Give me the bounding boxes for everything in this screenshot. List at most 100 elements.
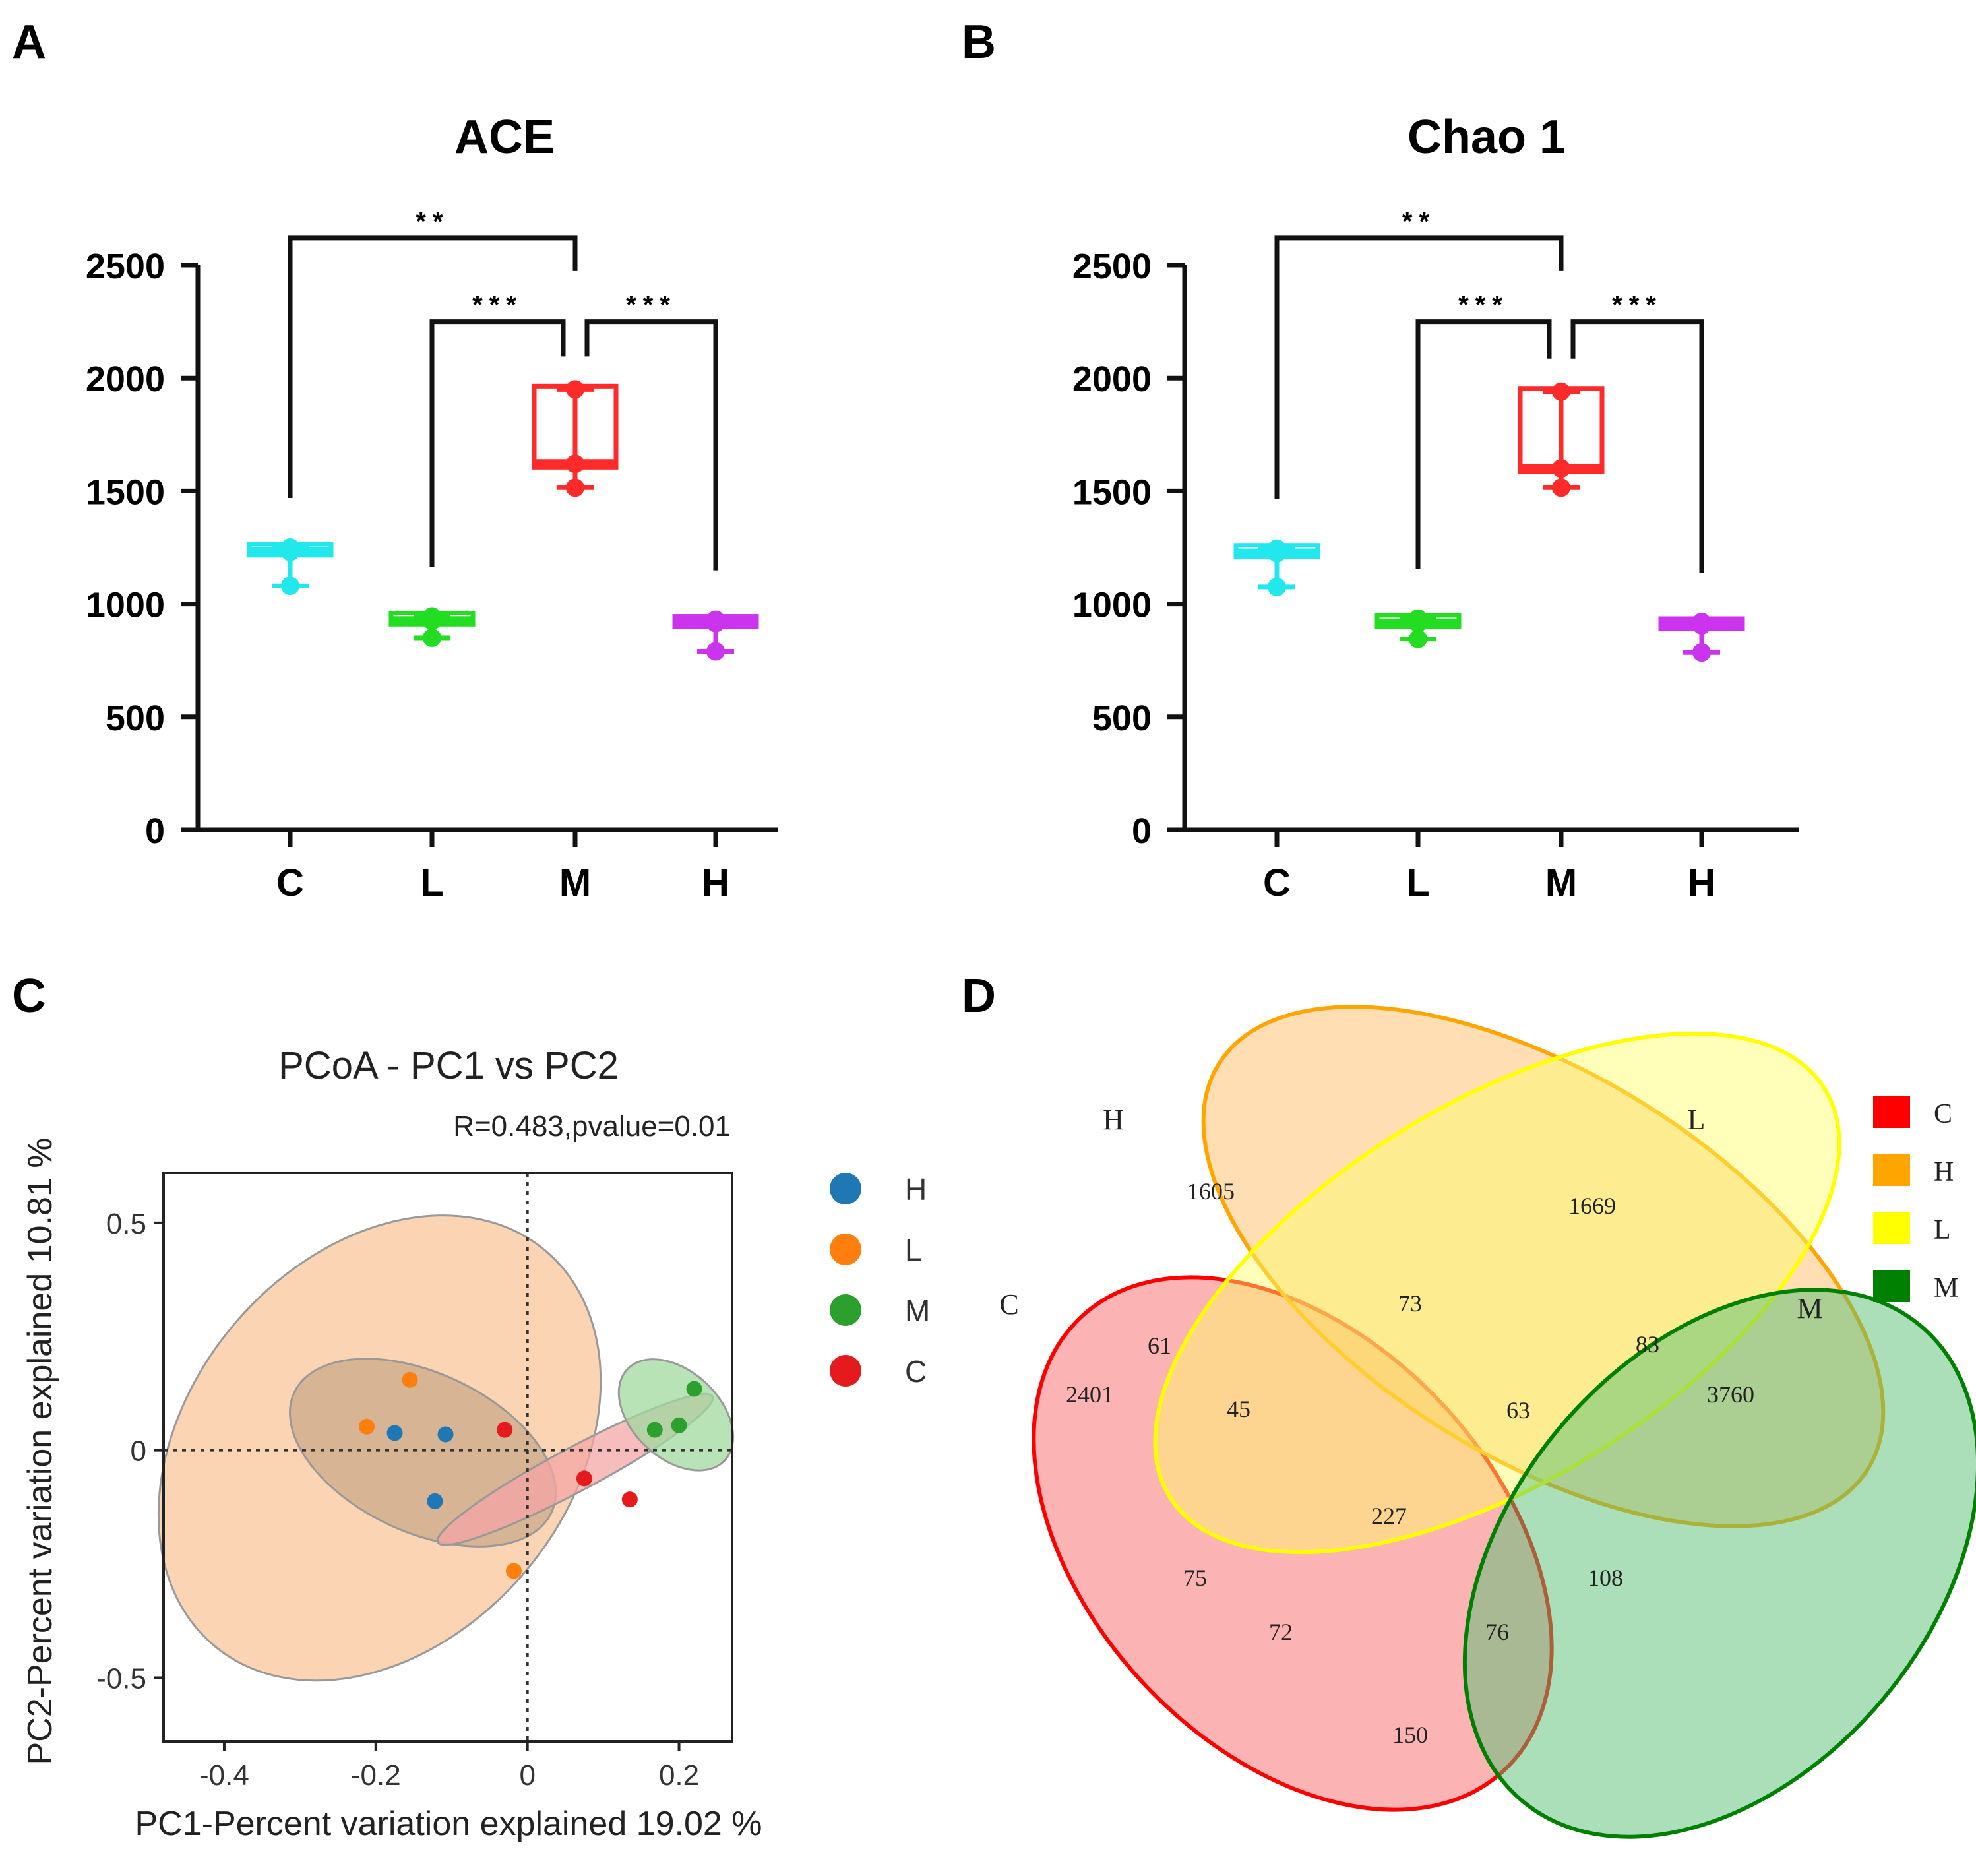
y-axis-label: PC2-Percent variation explained 10.81 % (21, 1137, 59, 1765)
significance-stars: *** (626, 291, 677, 320)
box-data-point (706, 610, 725, 629)
box-group-H (672, 610, 759, 661)
scatter-point-C (621, 1491, 638, 1508)
plot-frame (162, 1172, 733, 1743)
box-data-point (1409, 629, 1427, 648)
box-data-point (566, 380, 584, 399)
box-data-point (1268, 539, 1286, 558)
venn-region-count: 108 (1588, 1565, 1623, 1591)
scatter-point-C (576, 1470, 592, 1487)
panel-label-a: A (12, 16, 46, 69)
legend-swatch-H (1873, 1154, 1910, 1186)
box-data-point (281, 538, 299, 557)
venn-region-count: 150 (1392, 1722, 1428, 1748)
box-data-point (1552, 478, 1570, 497)
panel-label-b: B (962, 16, 996, 69)
box-data-point (1552, 459, 1570, 478)
significance-stars: ** (1402, 207, 1436, 236)
y-tick-label: 0 (1132, 811, 1152, 851)
legend-swatch-L (1873, 1212, 1910, 1244)
y-tick-label: 1500 (86, 472, 165, 512)
legend-label: L (905, 1233, 922, 1267)
y-tick-label: 0.5 (106, 1208, 146, 1240)
x-tick-label: H (1688, 861, 1715, 904)
x-tick-label: H (702, 861, 729, 904)
box-group-L (388, 607, 476, 647)
scatter-point-C (497, 1422, 513, 1438)
x-tick-label: L (420, 861, 443, 904)
chart-title: PCoA - PC1 vs PC2 (278, 1044, 619, 1087)
scatter-point-M (686, 1381, 702, 1397)
y-tick-label: 2000 (86, 360, 165, 399)
x-tick-label: M (559, 861, 591, 904)
scatter-point-H (427, 1493, 443, 1509)
venn-region-count: 1605 (1187, 1178, 1235, 1204)
x-axis-label: PC1-Percent variation explained 19.02 % (135, 1805, 762, 1843)
legend-label: M (905, 1294, 930, 1328)
scatter-point-L (359, 1418, 375, 1435)
significance-stars: *** (1612, 291, 1663, 320)
panel-label-d: D (962, 970, 996, 1022)
x-tick-label: 0.2 (659, 1759, 699, 1792)
legend-label: M (1934, 1273, 1958, 1303)
venn-region-count: 1669 (1568, 1193, 1616, 1219)
significance-bracket (288, 235, 578, 498)
venn-region-count: 63 (1506, 1397, 1530, 1423)
y-tick-label: 1500 (1072, 472, 1152, 512)
significance-bracket (584, 319, 718, 571)
venn-region-count: 45 (1227, 1396, 1250, 1422)
legend-marker-M (830, 1294, 861, 1326)
venn-region-count: 75 (1183, 1565, 1207, 1591)
venn-set-label: H (1103, 1104, 1124, 1136)
venn-region-count: 3760 (1707, 1381, 1754, 1408)
significance-stars: *** (1458, 291, 1509, 320)
venn-region-count: 227 (1371, 1503, 1407, 1529)
venn-region-count: 72 (1269, 1619, 1293, 1645)
box-group-H (1658, 612, 1745, 662)
box-data-point (706, 642, 725, 661)
venn-set-M (1462, 1288, 1976, 1839)
box-data-point (423, 607, 441, 626)
x-tick-label: -0.4 (199, 1759, 249, 1792)
significance-stars: ** (416, 207, 449, 236)
scatter-point-L (505, 1563, 522, 1579)
venn-region-count: 2401 (1066, 1381, 1113, 1408)
venn-region-count: 83 (1636, 1331, 1659, 1358)
y-tick-label: 2500 (86, 247, 165, 286)
box-data-point (1409, 609, 1427, 628)
venn-set-label: L (1688, 1104, 1706, 1136)
y-tick-label: 0 (131, 1435, 146, 1468)
significance-bracket (1570, 319, 1704, 573)
venn-region-count: 73 (1398, 1290, 1422, 1317)
venn-region-count: 61 (1148, 1332, 1171, 1359)
y-tick-label: 500 (1092, 699, 1152, 738)
x-tick-label: M (1545, 861, 1577, 904)
legend-marker-C (830, 1355, 861, 1387)
scatter-point-M (671, 1417, 687, 1433)
box-data-point (423, 628, 441, 647)
chart-title: Chao 1 (1407, 111, 1566, 164)
legend-label: H (1934, 1157, 1954, 1187)
legend-label: L (1934, 1215, 1951, 1245)
box-data-point (566, 454, 584, 474)
legend-label: C (1934, 1099, 1952, 1129)
significance-bracket (429, 319, 566, 567)
panel-label-c: C (12, 970, 46, 1022)
chart-title: ACE (454, 111, 555, 164)
legend-label: C (905, 1354, 927, 1389)
x-tick-label: -0.2 (351, 1759, 401, 1792)
venn-set-label: C (999, 1288, 1018, 1321)
stats-annotation: R=0.483,pvalue=0.01 (453, 1110, 731, 1142)
box-group-M (532, 380, 619, 497)
venn-set-label: M (1797, 1292, 1822, 1325)
y-tick-label: 1000 (1072, 586, 1152, 625)
x-tick-label: L (1406, 861, 1429, 904)
y-tick-label: 1000 (86, 586, 165, 625)
legend-marker-L (830, 1234, 861, 1265)
y-tick-label: 2000 (1072, 360, 1152, 399)
y-tick-label: 500 (106, 699, 165, 738)
